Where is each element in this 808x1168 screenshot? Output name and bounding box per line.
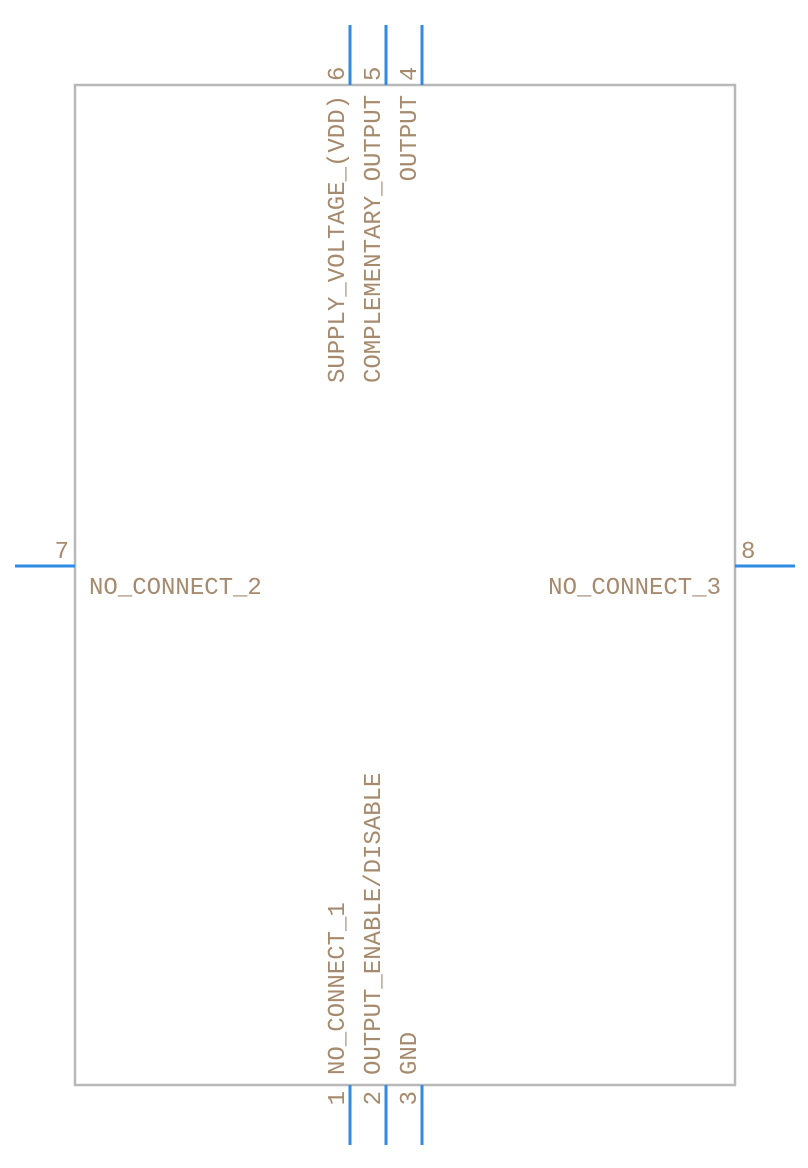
pin-label: NO_CONNECT_3 bbox=[548, 575, 721, 602]
pin-number: 6 bbox=[325, 67, 352, 81]
pin-label: NO_CONNECT_1 bbox=[325, 902, 352, 1075]
pin-label: OUTPUT_ENABLE/DISABLE bbox=[361, 773, 388, 1075]
pin-number: 4 bbox=[397, 67, 424, 81]
pin-label: SUPPLY_VOLTAGE_(VDD) bbox=[325, 95, 352, 383]
schematic-symbol: 6 SUPPLY_VOLTAGE_(VDD) 5 COMPLEMENTARY_OUTP… bbox=[0, 0, 808, 1168]
pin-number: 2 bbox=[361, 1091, 388, 1105]
pin-label: OUTPUT bbox=[397, 95, 424, 181]
pin-number: 5 bbox=[361, 67, 388, 81]
pin-number: 7 bbox=[55, 539, 69, 566]
pin-label: NO_CONNECT_2 bbox=[89, 575, 262, 602]
pin-label: COMPLEMENTARY_OUTPUT bbox=[361, 95, 388, 383]
pin-label: GND bbox=[397, 1032, 424, 1075]
pin-number: 1 bbox=[325, 1091, 352, 1105]
pin-number: 8 bbox=[741, 539, 755, 566]
pin-number: 3 bbox=[397, 1091, 424, 1105]
